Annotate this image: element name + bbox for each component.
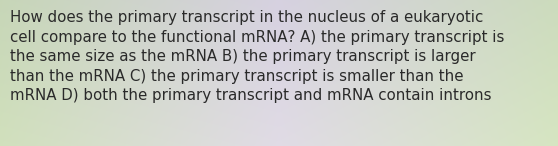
Text: How does the primary transcript in the nucleus of a eukaryotic
cell compare to t: How does the primary transcript in the n…: [10, 10, 504, 104]
